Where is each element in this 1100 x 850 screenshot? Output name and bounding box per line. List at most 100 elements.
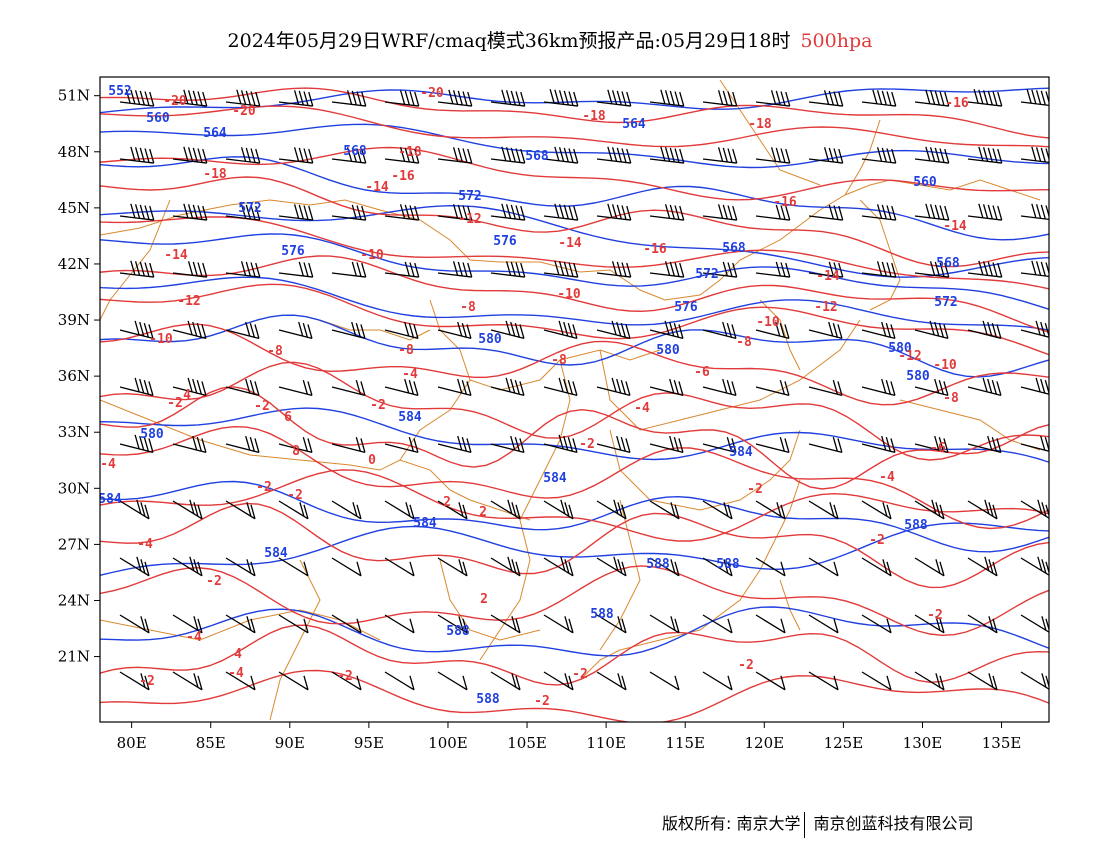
- wind-barb: [702, 671, 733, 691]
- temperature-label: -16: [391, 169, 415, 184]
- wind-barb: [808, 671, 839, 691]
- wind-barb: [861, 557, 892, 577]
- province-boundaries: [100, 79, 1041, 721]
- wind-barb: [384, 671, 415, 691]
- wind-barb: [861, 378, 896, 397]
- wind-barb: [649, 435, 684, 454]
- wind-barb: [755, 557, 786, 577]
- wind-barb: [596, 320, 631, 340]
- temperature-label: -4: [634, 401, 650, 416]
- lon-tick-label: 105E: [507, 734, 547, 752]
- wind-barb: [649, 614, 680, 634]
- wind-barb: [1020, 671, 1049, 690]
- wind-barb: [384, 204, 420, 221]
- temperature-labels: -20-20-20-18-18-16-18-18-16-16-14-14 -16-…: [100, 86, 969, 709]
- wind-barb: [543, 320, 578, 340]
- wind-barb: [755, 261, 791, 278]
- height-label: 560: [146, 111, 170, 126]
- wind-barb: [808, 261, 844, 278]
- wind-barb: [278, 90, 314, 107]
- temperature-contour-line: [100, 87, 1049, 139]
- axis-ticks: 80E 85E 90E 95E 100E 105E 110E 115E 120E 125E 130E…: [58, 87, 1022, 752]
- wind-barb: [967, 435, 1002, 454]
- wind-barb: [596, 499, 627, 520]
- wind-barb: [702, 204, 738, 221]
- height-label: 580: [656, 343, 680, 358]
- wind-barb: [172, 614, 203, 634]
- temperature-label: -2: [167, 396, 183, 411]
- height-label: 588: [904, 518, 928, 533]
- wind-barb: [119, 203, 155, 221]
- wind-barb: [119, 434, 154, 454]
- wind-barb: [702, 437, 737, 454]
- wind-barb: [967, 89, 1003, 107]
- height-label: 572: [458, 189, 481, 204]
- temperature-label: -12: [458, 212, 481, 227]
- wind-barb: [543, 614, 574, 634]
- wind-barb: [914, 378, 949, 397]
- wind-barb: [914, 614, 945, 634]
- wind-barb: [437, 557, 468, 577]
- wind-barb: [437, 89, 473, 107]
- lon-tick-label: 110E: [586, 734, 626, 752]
- wind-barb: [331, 380, 366, 397]
- wind-barb: [861, 321, 896, 340]
- height-contour-line: [100, 233, 1049, 311]
- temperature-contour-line: [100, 624, 1049, 686]
- temperature-label: -2: [927, 608, 943, 623]
- wind-barb: [119, 377, 154, 397]
- wind-barb: [437, 204, 473, 221]
- temperature-label: -8: [267, 344, 283, 359]
- wind-barb: [331, 437, 366, 454]
- temperature-label: -10: [933, 358, 957, 373]
- height-label: 564: [203, 126, 227, 141]
- wind-barb: [914, 320, 949, 340]
- wind-barb: [225, 321, 260, 340]
- wind-barb: [755, 147, 791, 164]
- temperature-label: 2: [480, 592, 488, 607]
- lat-tick-label: 51N: [58, 87, 90, 105]
- wind-barb: [119, 499, 150, 520]
- height-label: 580: [888, 341, 912, 356]
- wind-barb: [596, 614, 627, 634]
- wind-barb: [384, 378, 419, 397]
- wind-barb: [490, 614, 521, 634]
- wind-barb: [1020, 614, 1049, 633]
- wind-barb: [702, 90, 738, 107]
- wind-barb: [543, 671, 574, 691]
- lon-tick-label: 90E: [275, 734, 305, 752]
- temperature-contour-line: [100, 386, 1049, 490]
- title-main: 2024年05月29日WRF/cmaq模式36km预报产品:05月29日18时: [227, 30, 791, 52]
- wind-barb: [490, 556, 521, 577]
- wind-barb: [808, 614, 839, 634]
- wind-barb: [755, 671, 786, 691]
- temperature-label: 4: [183, 388, 191, 403]
- wind-barb: [490, 435, 525, 454]
- temperature-label: -8: [736, 335, 752, 350]
- title-level: 500hpa: [800, 30, 873, 52]
- wind-barb: [861, 671, 892, 691]
- copyright-text: 版权所有: 南京大学: [662, 814, 801, 833]
- wind-barb: [331, 321, 366, 340]
- temperature-label: -2: [370, 398, 386, 413]
- height-contour-line: [100, 606, 1049, 657]
- wind-barb: [1020, 260, 1049, 278]
- temperature-contour-line: [100, 565, 1049, 637]
- temperature-label: -2: [572, 667, 588, 682]
- temperature-label: -14: [816, 269, 840, 284]
- lon-tick-label: 95E: [354, 734, 384, 752]
- height-label: 588: [646, 557, 670, 572]
- height-contour-line: [100, 156, 1049, 241]
- temperature-label: -10: [557, 287, 581, 302]
- wind-barb: [331, 557, 362, 577]
- wind-barb: [225, 261, 261, 278]
- height-label: 576: [493, 234, 517, 249]
- wind-barb: [861, 89, 897, 107]
- temperature-label: 8: [292, 444, 300, 459]
- lon-tick-label: 130E: [903, 734, 943, 752]
- wind-barb: [914, 557, 945, 577]
- wind-barb: [225, 147, 261, 164]
- wind-barb: [1020, 89, 1049, 107]
- wind-barb: [278, 671, 309, 691]
- temperature-contour-line: [100, 176, 1049, 268]
